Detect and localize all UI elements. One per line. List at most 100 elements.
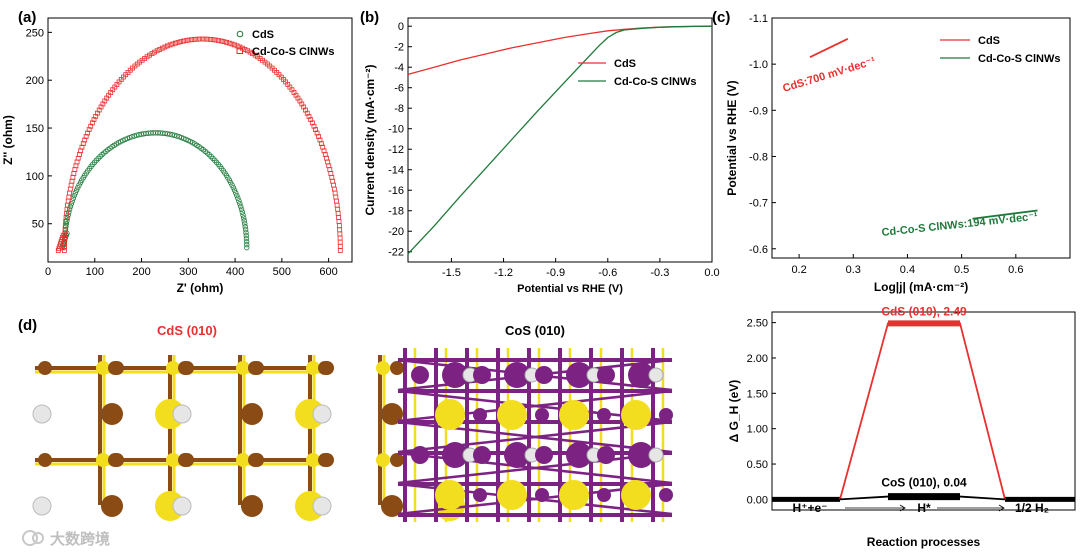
y-axis-label-c: Potential vs RHE (V) [725,80,739,195]
legend-c: CdS Cd-Co-S ClNWs [940,35,1061,65]
legend-marker-cds [236,30,244,38]
data-point-cds [238,206,245,213]
legend-label-cds: CdS [978,35,1000,47]
x-tick-label-c: 0.4 [900,264,915,276]
data-point-cds [243,229,249,236]
watermark: 大数跨境 [22,530,110,548]
s-atom [435,480,465,510]
data-point-cdco [316,134,321,139]
y-axis-label-e: Δ G_H (eV) [727,380,741,443]
series-line-cds [407,25,713,76]
s-atom [435,400,465,430]
panel-a-nyquist: 0 100 200 300 400 500 600 50 100 150 200 250 Z' (ohm… [1,17,353,295]
data-point-cdco [194,36,200,42]
data-point-cds [234,192,240,199]
data-point-cds [241,218,247,224]
series-line-cds [809,37,849,59]
data-point-cdco [162,44,168,50]
data-point-cdco [328,171,334,176]
x-tick-label-c: 0.3 [846,264,861,276]
data-point-cdco [313,127,318,133]
data-point-cds [242,224,248,230]
data-point-cds [240,215,247,221]
s-atom [559,400,589,430]
panel-label-b: (b) [360,9,379,26]
y-tick-label-e: 1.00 [747,424,768,436]
cd-atom [390,453,404,467]
data-point-cdco [208,37,213,42]
x-tick-label-a: 100 [86,266,104,278]
y-tick-label-b: -18 [388,206,404,218]
x-axis-label-e: Reaction processes [867,535,981,549]
cd-atom [390,361,404,375]
data-point-cdco [83,134,89,139]
co-atom [442,442,468,468]
data-point-cds [233,190,239,196]
data-point-cdco [183,38,189,43]
watermark-logo-icon [22,530,38,546]
y-tick-label-e: 0.00 [747,494,768,506]
s-atom [166,361,180,375]
s-atom [497,400,527,430]
data-point-cdco [237,44,243,50]
y-tick-label-b: -22 [388,247,404,259]
panel-label-a: (a) [18,9,36,26]
cd-atom [108,361,122,375]
data-point-cdco [60,232,66,238]
data-point-cdco [336,215,342,220]
data-point-cdco [245,48,250,54]
y-tick-label-a: 250 [26,27,44,39]
x-tick-label-c: 0.5 [954,264,969,276]
cd-atom [178,361,192,375]
data-point-cdco [159,45,165,51]
data-point-cdco [175,39,181,45]
data-point-cdco [331,182,336,188]
data-point-cdco [80,141,86,146]
co-atom [535,446,553,464]
data-point-cds [243,232,249,239]
data-point-cds [230,184,237,191]
x-axis-label-c: Log|j| (mA·cm⁻²) [874,280,968,294]
series-path-cds-010 [839,322,1006,500]
co-atom [473,446,491,464]
data-point-cdco [337,227,343,233]
s-atom [621,400,651,430]
plot-frame-a [47,17,353,263]
step-arrow-head-2 [998,504,1005,512]
y-axis-label-a: Z'' (ohm) [1,115,15,165]
x-tick-label-a: 200 [132,266,150,278]
y-tick-label-c: -0.7 [749,198,768,210]
y-tick-label-b: -8 [394,103,404,115]
y-tick-label-c: -1.1 [749,13,768,25]
annotation-cds-slope: CdS:700 mV·dec⁻¹ [781,55,877,95]
s-atom [236,453,250,467]
co-atom [411,446,429,464]
panel-label-d: (d) [18,317,37,334]
cd-atom [101,495,123,517]
h-atom [172,404,192,424]
data-point-cdco [337,239,343,245]
legend-label-cdco: Cd-Co-S ClNWs [252,46,335,58]
data-point-cds [242,221,248,227]
cds-010-structure-image [32,355,465,521]
data-point-cdco [157,47,163,52]
x-tick-label-b: -0.3 [650,267,669,279]
cos-010-structure-image [397,348,673,522]
s-atom [166,453,180,467]
legend-label-cds: CdS [252,29,274,41]
data-point-cdco [336,219,342,224]
cd-atom [381,403,403,425]
cd-atom [101,403,123,425]
annotation-cdco-slope: Cd-Co-S ClNWs:194 mV·dec⁻¹ [881,211,1038,239]
data-point-cdco [221,39,227,45]
co-atom [411,366,429,384]
h-atom [648,447,664,463]
cd-atom [241,403,263,425]
data-point-cdco [67,186,73,192]
h-atom [172,496,192,516]
data-point-cds [171,132,178,139]
data-point-cdco [205,36,211,42]
y-tick-label-a: 100 [26,171,44,183]
data-point-cdco [329,174,335,180]
co-atom [473,366,491,384]
